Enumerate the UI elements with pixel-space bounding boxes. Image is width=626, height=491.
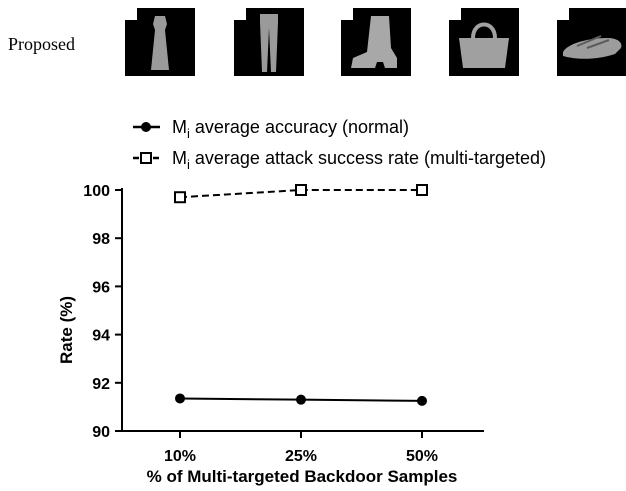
data-point (296, 394, 306, 405)
ankle-boot-icon (351, 16, 397, 68)
data-point (416, 184, 428, 196)
thumbnail-trousers (234, 8, 304, 76)
thumbnail-sandal (557, 8, 626, 76)
thumbnail-bag (449, 8, 519, 76)
data-point (295, 184, 307, 196)
y-tick-label: 92 (92, 376, 110, 393)
x-tick-label: 50% (406, 448, 438, 465)
thumbnail-ankle-boot (341, 8, 411, 76)
trigger-patch (234, 8, 246, 20)
legend-marker (141, 122, 151, 132)
y-tick-label: 94 (92, 328, 110, 345)
trousers-icon (260, 14, 278, 72)
line-chart: Mi average accuracy (normal) Mi average a… (57, 117, 546, 486)
trigger-patch (341, 8, 353, 20)
legend: Mi average accuracy (normal) Mi average a… (133, 117, 546, 172)
legend-label: Mi average accuracy (normal) (172, 117, 409, 141)
trigger-patch (557, 8, 569, 20)
x-tick-label: 25% (285, 448, 317, 465)
thumbnail-dress (125, 8, 195, 76)
x-tick-label: 10% (164, 448, 196, 465)
legend-label: Mi average attack success rate (multi-ta… (172, 148, 546, 172)
y-axis-title: Rate (%) (57, 296, 76, 364)
y-tick-label: 96 (92, 279, 110, 296)
trigger-patch (449, 8, 461, 20)
series-layer (174, 184, 428, 406)
x-axis: 10% 25% 50% (122, 430, 484, 465)
y-axis: 90 92 94 96 98 100 (83, 183, 123, 441)
dress-icon (151, 16, 169, 70)
data-point (175, 393, 185, 404)
y-tick-label: 100 (83, 183, 110, 200)
y-tick-label: 90 (92, 424, 110, 441)
bag-icon (459, 22, 509, 68)
y-tick-label: 98 (92, 231, 110, 248)
data-point (174, 191, 186, 204)
data-point (417, 395, 427, 406)
legend-marker (140, 152, 152, 164)
trigger-patch (125, 8, 137, 20)
row-label: Proposed (8, 34, 75, 54)
sandal-icon (563, 35, 622, 59)
x-axis-title: % of Multi-targeted Backdoor Samples (147, 467, 458, 486)
